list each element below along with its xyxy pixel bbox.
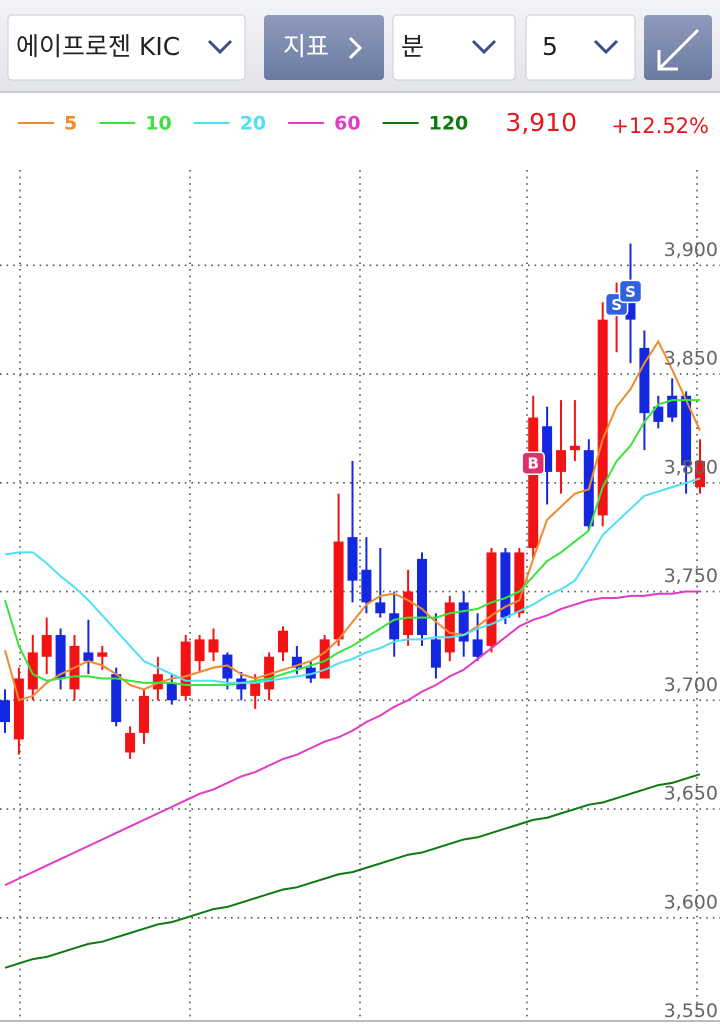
candle-body	[250, 682, 261, 696]
candle-body	[472, 639, 483, 657]
y-tick-label: 3,850	[664, 348, 718, 370]
candle-body	[291, 656, 302, 668]
candle-body	[556, 450, 566, 472]
candle-body	[444, 602, 455, 653]
candle-body	[264, 656, 275, 690]
candle-body	[667, 395, 678, 418]
moving-average	[4, 339, 701, 702]
legend-label: 60	[334, 113, 360, 135]
candle-body	[514, 552, 525, 614]
legend-label: 10	[145, 113, 171, 135]
indicator-button[interactable]: 지표	[264, 15, 384, 80]
y-tick-label: 3,550	[664, 1000, 718, 1022]
candle-body	[180, 641, 191, 696]
candle-body	[389, 613, 400, 640]
candle-body	[430, 639, 441, 668]
candle-body	[569, 445, 580, 451]
period-label: 분	[401, 32, 424, 61]
candle-body	[83, 652, 94, 662]
candle-body	[208, 639, 219, 653]
price: 3,910	[505, 108, 577, 137]
candle-body	[542, 426, 553, 472]
interval-label: 5	[542, 32, 558, 61]
candle-body	[361, 569, 372, 603]
period-select[interactable]: 분	[392, 14, 516, 81]
candle-body	[152, 674, 163, 690]
time-grid	[19, 170, 698, 1020]
candle-body	[528, 417, 539, 549]
stock-name: 에이프로젠 KIC	[16, 32, 180, 61]
y-tick-label: 3,800	[664, 456, 718, 478]
y-tick-label: 3,600	[664, 891, 718, 913]
interval-select[interactable]: 5	[525, 14, 636, 81]
candle-body	[194, 639, 205, 662]
candle-body	[347, 537, 358, 581]
signal-label: S	[625, 283, 636, 301]
candle-body	[375, 602, 386, 614]
candle-body	[111, 674, 122, 723]
candle-body	[695, 461, 705, 488]
candle-body	[55, 635, 66, 679]
moving-average	[4, 773, 701, 969]
signal-label: S	[611, 296, 622, 314]
plot: B SS 3,550 3,600 3,650 3,700 3,750 3,800 3,850 3,…	[0, 239, 720, 1022]
signal-label: B	[527, 455, 538, 473]
candle-body	[403, 591, 414, 636]
candle-body	[166, 682, 177, 701]
candle-body	[13, 678, 24, 740]
moving-average	[4, 399, 700, 687]
candle-body	[97, 652, 108, 657]
legend-label: 20	[240, 113, 266, 135]
moving-average	[4, 477, 701, 684]
candle-body	[597, 319, 608, 516]
candle-body	[500, 552, 511, 618]
signal-badge	[618, 279, 643, 304]
y-tick-label: 3,750	[664, 565, 718, 587]
expand-button[interactable]	[644, 15, 712, 80]
candle-body	[139, 695, 149, 733]
change: +12.52%	[611, 114, 709, 138]
candle-body	[625, 297, 636, 320]
candle-body	[639, 347, 650, 414]
candle-body	[278, 630, 288, 653]
candle-body	[681, 395, 692, 466]
candle-body	[27, 652, 38, 690]
signal-badge	[521, 451, 545, 475]
arrow-icon	[657, 28, 700, 71]
indicator-label: 지표	[283, 32, 329, 61]
y-tick-label: 3,700	[664, 674, 718, 696]
moving-average	[4, 590, 700, 887]
y-tick-label: 3,650	[664, 783, 718, 805]
chevron	[593, 39, 619, 55]
chevron	[207, 39, 233, 55]
candle-body	[125, 732, 136, 753]
candle-body	[653, 406, 664, 422]
candle-body	[333, 541, 344, 640]
candle-body	[0, 700, 10, 723]
stock-select[interactable]: 에이프로젠 KIC	[7, 14, 246, 81]
candle-body	[41, 635, 52, 657]
chevron	[348, 36, 363, 60]
y-tick-label: 3,900	[664, 239, 718, 261]
candle-body	[319, 639, 330, 679]
chevron	[471, 39, 497, 55]
candle-body	[236, 678, 247, 690]
candle-body	[417, 558, 427, 636]
candle-body	[305, 667, 316, 679]
legend-label: 5	[64, 113, 77, 135]
candle-body	[486, 552, 497, 646]
legend-label: 120	[429, 113, 469, 135]
candle-body	[458, 602, 469, 642]
